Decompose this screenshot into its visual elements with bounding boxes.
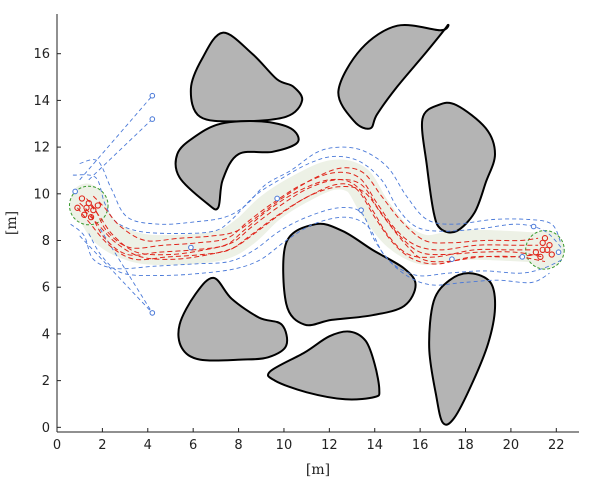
y-tick-label-12: 12 [33, 141, 50, 156]
goal-point-4 [546, 242, 553, 249]
boundary-3 [79, 146, 562, 243]
start-line-2 [88, 118, 153, 181]
start-line-3 [79, 235, 153, 314]
obstacle-7 [428, 272, 497, 426]
y-tick-label-0: 0 [42, 421, 50, 436]
boundary-4 [88, 216, 550, 286]
x-tick-label-18: 18 [457, 438, 474, 453]
blue-marker-3 [149, 310, 156, 316]
blue-marker-11 [449, 256, 455, 262]
obstacle-5 [282, 222, 417, 327]
x-tick-label-20: 20 [503, 438, 520, 453]
x-tick-label-10: 10 [276, 438, 293, 453]
x-tick-label-4: 4 [144, 438, 152, 453]
path-3 [90, 178, 543, 258]
y-tick-label-4: 4 [42, 327, 50, 342]
obstacle-2 [337, 23, 450, 130]
blue-marker-7 [519, 254, 526, 260]
start-point-4 [90, 207, 97, 214]
x-tick-label-12: 12 [321, 438, 338, 453]
start-point-7 [94, 202, 102, 209]
x-tick-label-6: 6 [189, 438, 197, 453]
corridor-band [71, 159, 551, 266]
goal-point-6 [532, 249, 540, 256]
blue-marker-9 [274, 195, 280, 202]
x-tick-label-22: 22 [548, 438, 565, 453]
boundary-2 [70, 206, 564, 277]
goal-point-7 [548, 251, 555, 258]
x-tick-label-0: 0 [53, 438, 61, 453]
blue-marker-10 [188, 244, 194, 251]
plot-area [68, 23, 565, 426]
goal-point-5 [541, 235, 549, 242]
start-line-1 [79, 95, 153, 181]
blue-marker-5 [530, 223, 537, 230]
blue-marker-8 [358, 207, 364, 213]
path-1 [79, 178, 541, 258]
path-5 [92, 167, 539, 244]
blue-marker-1 [149, 92, 156, 99]
x-tick-label-16: 16 [412, 438, 429, 453]
goal-point-8 [539, 246, 546, 254]
blue-marker-4 [72, 188, 78, 195]
start-point-3 [74, 204, 81, 211]
y-ticks: 0 2 4 6 8 10 12 14 16 [33, 47, 61, 436]
y-tick-label-16: 16 [33, 47, 50, 62]
blue-marker-6 [555, 249, 562, 255]
obstacle-3 [174, 120, 300, 211]
obstacle-6 [177, 276, 289, 362]
start-point-6 [87, 214, 95, 221]
blue-marker-2 [149, 116, 156, 122]
x-axis-label: [m] [306, 462, 330, 478]
path-6 [77, 183, 541, 265]
x-tick-label-2: 2 [98, 438, 106, 453]
y-tick-label-2: 2 [42, 374, 50, 389]
y-tick-label-10: 10 [33, 187, 50, 202]
obstacle-8 [266, 330, 381, 401]
y-tick-label-6: 6 [42, 281, 50, 296]
goal-point-3 [537, 253, 544, 261]
y-axis-label: [m] [4, 211, 20, 235]
start-point-5 [81, 211, 88, 218]
start-point-8 [83, 204, 90, 211]
path-4 [83, 185, 546, 263]
x-tick-label-8: 8 [234, 438, 242, 453]
x-ticks: 0 2 4 6 8 10 12 14 16 18 20 22 [53, 428, 565, 453]
boundary-1 [72, 155, 564, 251]
y-tick-label-8: 8 [42, 234, 50, 249]
y-tick-label-14: 14 [33, 94, 50, 109]
obstacle-1 [189, 31, 304, 123]
x-tick-label-14: 14 [366, 438, 383, 453]
start-point-1 [78, 195, 86, 202]
obstacle-4 [420, 101, 497, 234]
